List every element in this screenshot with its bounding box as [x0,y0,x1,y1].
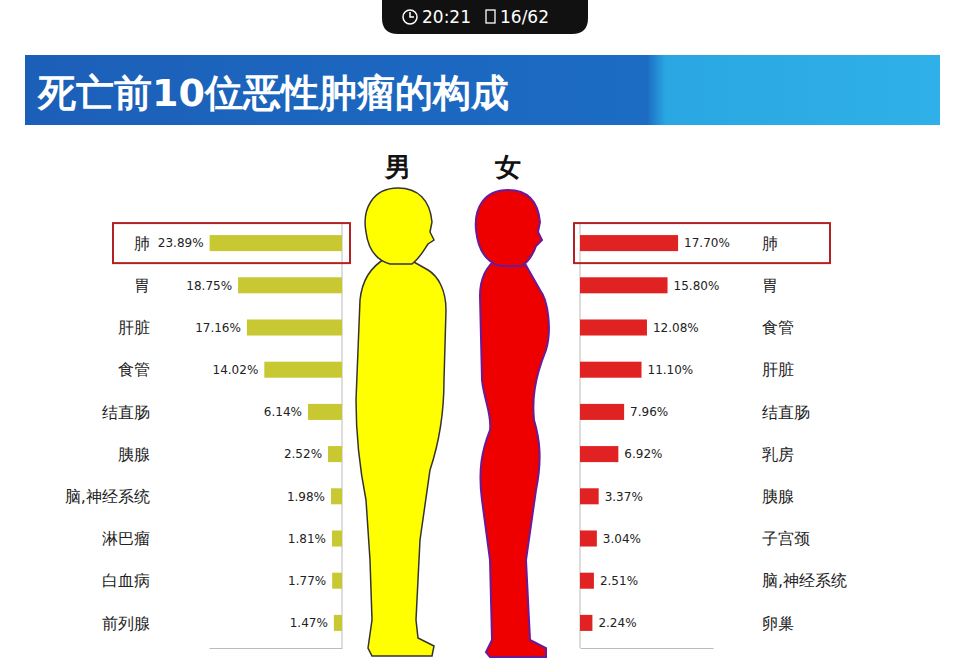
category-label: 淋巴瘤 [102,529,150,548]
data-label: 17.16% [195,321,241,335]
bar [580,277,668,293]
title-bar [25,55,940,125]
panel-title: 男 [384,152,411,182]
x-axis-line [210,648,343,649]
category-labels: 肺胃肝脏食管结直肠胰腺脑,神经系统淋巴瘤白血病前列腺 [65,234,150,633]
category-label: 脑,神经系统 [762,571,847,590]
clock-hand [410,12,414,17]
data-label: 11.10% [648,363,694,377]
bar [580,530,597,546]
data-label: 1.47% [290,616,328,630]
x-axis [581,648,714,649]
data-label: 14.02% [213,363,259,377]
category-label: 胃 [134,276,150,295]
status-pill [382,0,588,34]
bar [580,615,592,631]
data-label: 3.37% [605,490,643,504]
category-label: 胃 [762,276,778,295]
bar [332,530,342,546]
category-label: 卵巢 [762,614,794,633]
category-label: 白血病 [102,571,150,590]
category-label: 肺 [762,234,778,253]
page-icon [486,10,495,23]
bars [210,235,342,631]
category-label: 子宫颈 [762,529,810,548]
bar [308,404,342,420]
data-label: 3.04% [603,532,641,546]
data-label: 1.81% [288,532,326,546]
bar [247,319,342,335]
bar [210,235,342,251]
data-label: 17.70% [684,236,730,250]
male-body [356,258,446,656]
category-label: 前列腺 [102,614,150,633]
x-axis-line [581,648,714,649]
data-label: 1.77% [288,574,326,588]
male-head [365,188,434,264]
bar [580,362,642,378]
category-label: 乳房 [762,445,794,464]
clock-icon [403,10,417,24]
female-head [476,190,542,266]
title: 死亡前10位恶性肿瘤的构成 [37,71,509,115]
bar [238,277,342,293]
bar [334,615,342,631]
bar [580,488,599,504]
status-time: 20:21 [422,7,471,27]
panel-title: 女 [494,152,521,182]
bar [580,573,594,589]
category-labels: 肺胃食管肝脏结直肠乳房胰腺子宫颈脑,神经系统卵巢 [762,234,847,633]
status-page: 16/62 [500,7,549,27]
bar [580,404,624,420]
data-label: 23.89% [158,236,204,250]
bar [264,362,342,378]
category-label: 胰腺 [762,487,794,506]
data-label: 12.08% [653,321,699,335]
bar [580,319,647,335]
silhouettes [356,188,549,657]
data-label: 6.14% [264,405,302,419]
data-labels: 23.89% 18.75% 17.16% 14.02% 6.14% 2.52% 1.98% 1… [158,236,328,630]
x-axis [210,648,343,649]
data-label: 18.75% [186,279,232,293]
data-labels: 17.70% 15.80% 12.08% 11.10% 7.96% 6.92% 3.37% 3… [598,236,729,630]
bar [331,488,342,504]
category-label: 结直肠 [102,403,150,422]
highlight-box [113,223,350,263]
category-label: 胰腺 [118,445,150,464]
category-label: 肺 [134,234,150,253]
category-label: 结直肠 [762,403,810,422]
data-label: 2.51% [600,574,638,588]
bar [332,573,342,589]
panel-0: 男 23.89% 18.75% 17.16% 14.02% 6.14% 2.52% 1.98%… [65,152,411,649]
category-label: 脑,神经系统 [65,487,150,506]
data-label: 15.80% [674,279,720,293]
category-label: 食管 [762,318,794,337]
data-label: 7.96% [630,405,668,419]
bars [580,235,678,631]
background [0,0,967,669]
bar [580,235,678,251]
chart-svg: 死亡前10位恶性肿瘤的构成 20:21 16/62 男 23.89% 18.75% 17.1… [0,0,967,669]
highlight-box [574,223,830,263]
category-label: 肝脏 [762,360,794,379]
data-label: 6.92% [624,447,662,461]
category-label: 肝脏 [118,318,150,337]
bar [580,446,618,462]
data-label: 1.98% [287,490,325,504]
female-body [480,258,549,657]
data-label: 2.52% [284,447,322,461]
bar [328,446,342,462]
chart-root: 死亡前10位恶性肿瘤的构成 20:21 16/62 男 23.89% 18.75% 17.1… [0,0,967,669]
category-label: 食管 [118,360,150,379]
data-label: 2.24% [598,616,636,630]
panel-1: 女 17.70% 15.80% 12.08% 11.10% 7.96% 6.92% 3.37%… [494,152,847,649]
